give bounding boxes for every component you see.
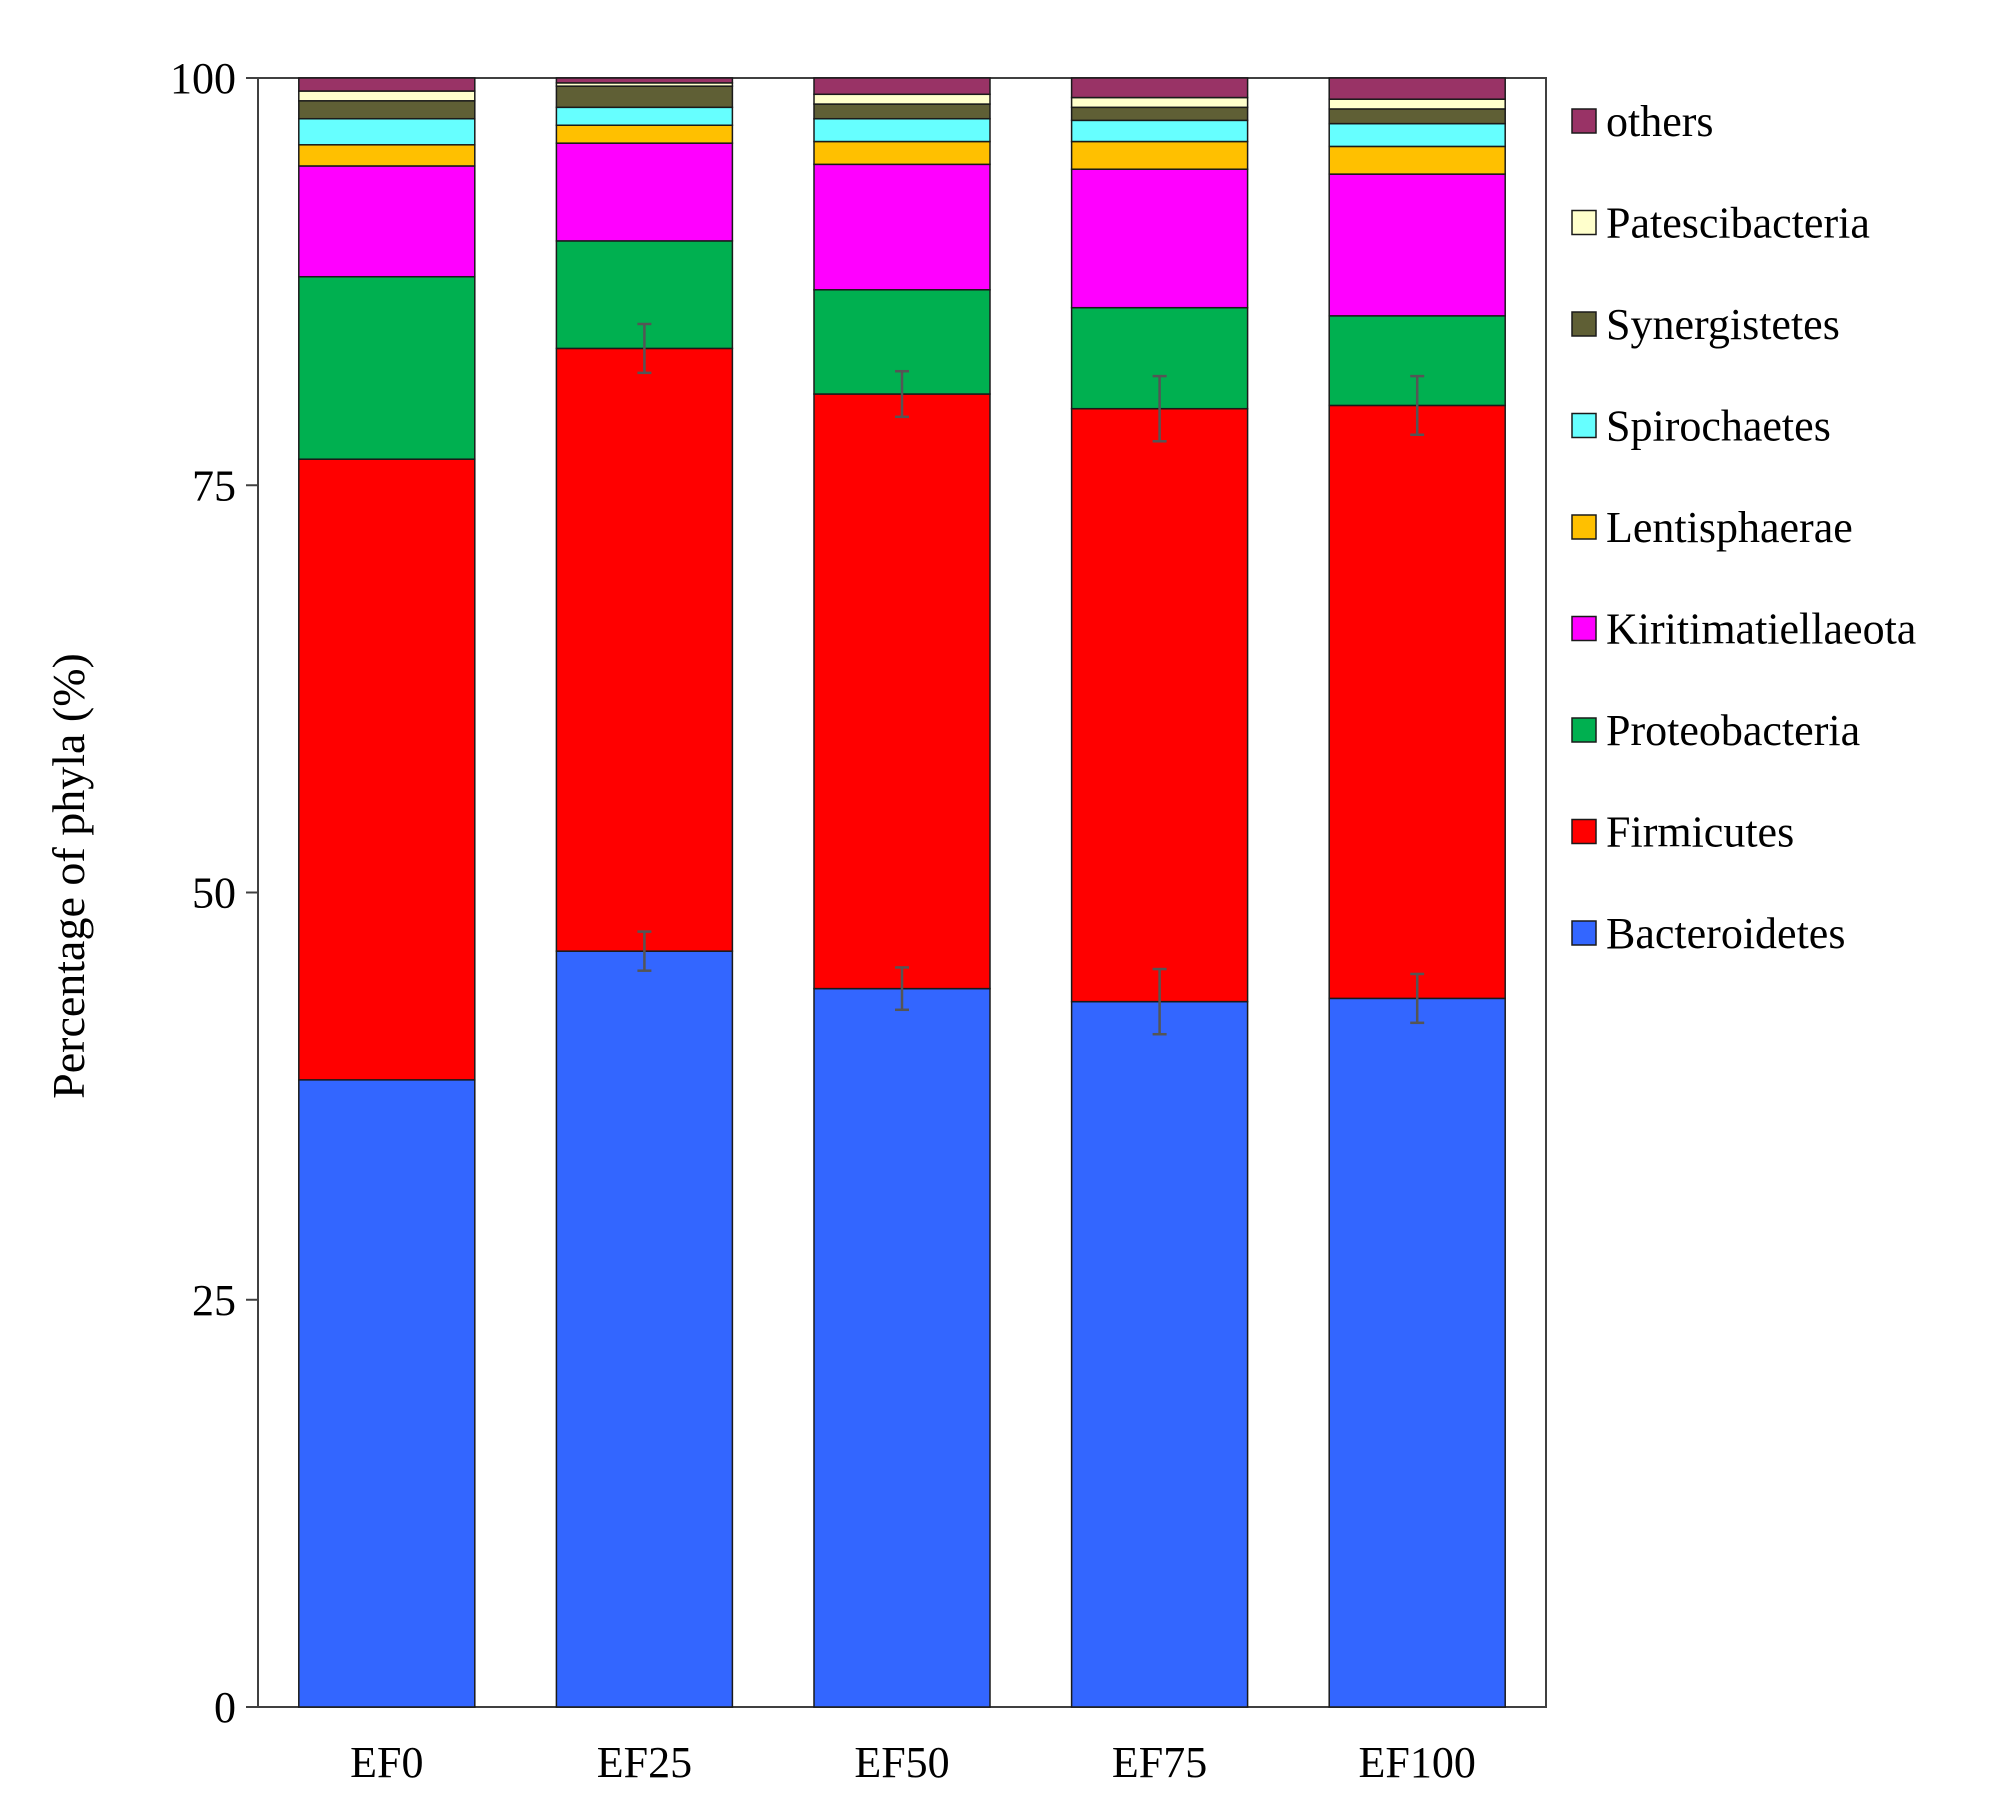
bar-segment-patescibacteria-ef100 xyxy=(1328,98,1506,110)
error-bar-firmicutes-ef100 xyxy=(1410,374,1425,437)
bar-segment-kiritimatiellaeota-ef75 xyxy=(1070,168,1249,309)
legend-swatch-synergistetes xyxy=(1571,311,1597,337)
x-tick-label-ef25: EF25 xyxy=(597,1738,692,1787)
bar-segment-lentisphaerae-ef0 xyxy=(298,144,476,167)
legend-swatch-spirochaetes xyxy=(1571,412,1597,439)
bar-segment-firmicutes-ef100 xyxy=(1328,404,1506,1000)
y-tick-label-25: 25 xyxy=(192,1276,236,1325)
bar-segment-others-ef0 xyxy=(298,77,476,92)
legend-label-bacteroidetes: Bacteroidetes xyxy=(1606,909,1845,958)
bar-segment-others-ef75 xyxy=(1070,77,1249,99)
legend-label-others: others xyxy=(1606,97,1714,146)
bar-segment-firmicutes-ef75 xyxy=(1070,407,1249,1003)
legend-swatch-lentisphaerae xyxy=(1571,514,1597,540)
bar-segment-others-ef50 xyxy=(813,77,991,96)
legend-label-proteobacteria: Proteobacteria xyxy=(1606,706,1860,755)
error-bar-firmicutes-ef75 xyxy=(1152,374,1167,443)
y-tick-label-50: 50 xyxy=(192,869,236,918)
y-axis-title: Percentage of phyla (%) xyxy=(43,653,94,1099)
bar-segment-lentisphaerae-ef100 xyxy=(1328,145,1506,175)
legend-entry-lentisphaerae: Lentisphaerae xyxy=(1571,503,1853,552)
bar-segment-spirochaetes-ef50 xyxy=(813,117,991,143)
legend-entry-others: others xyxy=(1571,97,1714,146)
bar-segment-others-ef25 xyxy=(555,77,734,84)
y-tick-label-75: 75 xyxy=(192,461,236,510)
error-bar-firmicutes-ef50 xyxy=(895,369,909,419)
bar-segment-firmicutes-ef50 xyxy=(813,393,991,990)
x-tick-label-ef50: EF50 xyxy=(854,1738,949,1787)
bar-segment-kiritimatiellaeota-ef0 xyxy=(298,165,476,278)
bar-segment-spirochaetes-ef75 xyxy=(1070,119,1249,143)
legend-entry-bacteroidetes: Bacteroidetes xyxy=(1571,909,1845,958)
bar-segment-firmicutes-ef0 xyxy=(298,458,476,1081)
bar-segment-spirochaetes-ef25 xyxy=(555,106,734,126)
bar-segment-patescibacteria-ef0 xyxy=(298,90,476,102)
error-bar-bacteroidetes-ef75 xyxy=(1152,967,1167,1036)
legend-label-spirochaetes: Spirochaetes xyxy=(1606,402,1831,451)
bar-segment-synergistetes-ef50 xyxy=(813,103,991,120)
error-bar-bacteroidetes-ef100 xyxy=(1410,972,1425,1025)
legend-entry-spirochaetes: Spirochaetes xyxy=(1571,402,1831,451)
legend-label-lentisphaerae: Lentisphaerae xyxy=(1606,503,1853,552)
error-bar-bacteroidetes-ef25 xyxy=(637,930,652,972)
bar-segment-synergistetes-ef25 xyxy=(555,85,734,109)
bar-segment-bacteroidetes-ef25 xyxy=(555,950,734,1708)
bar-segment-synergistetes-ef75 xyxy=(1070,106,1249,122)
x-tick-label-ef75: EF75 xyxy=(1112,1738,1207,1787)
bar-segment-patescibacteria-ef75 xyxy=(1070,96,1249,109)
legend: others Patescibacteria Synergistetes Spiroc… xyxy=(1571,97,1916,958)
legend-entry-synergistetes: Synergistetes xyxy=(1571,300,1840,349)
bar-segment-bacteroidetes-ef75 xyxy=(1070,1000,1249,1708)
legend-swatch-bacteroidetes xyxy=(1571,920,1597,946)
bar-segment-kiritimatiellaeota-ef100 xyxy=(1328,173,1506,317)
bar-segment-lentisphaerae-ef75 xyxy=(1070,140,1249,170)
legend-swatch-kiritimatiellaeota xyxy=(1571,615,1597,642)
bar-segment-firmicutes-ef25 xyxy=(555,347,734,952)
error-bar-firmicutes-ef25 xyxy=(637,322,652,375)
bar-segment-lentisphaerae-ef50 xyxy=(813,140,991,166)
legend-label-kiritimatiellaeota: Kiritimatiellaeota xyxy=(1606,605,1916,654)
legend-swatch-others xyxy=(1571,108,1597,134)
bar-segment-bacteroidetes-ef100 xyxy=(1328,997,1506,1708)
legend-entry-patescibacteria: Patescibacteria xyxy=(1571,199,1870,248)
y-tick-label-0: 0 xyxy=(214,1683,236,1732)
bar-segment-synergistetes-ef0 xyxy=(298,100,476,120)
bar-segment-proteobacteria-ef75 xyxy=(1070,306,1249,410)
legend-swatch-proteobacteria xyxy=(1571,717,1597,743)
bar-segment-others-ef100 xyxy=(1328,77,1506,100)
legend-entry-kiritimatiellaeota: Kiritimatiellaeota xyxy=(1571,605,1916,654)
legend-swatch-firmicutes xyxy=(1571,818,1597,845)
bar-segment-bacteroidetes-ef50 xyxy=(813,987,991,1708)
error-bar-bacteroidetes-ef50 xyxy=(895,966,909,1012)
legend-label-synergistetes: Synergistetes xyxy=(1606,300,1840,349)
x-tick-label-ef100: EF100 xyxy=(1359,1738,1476,1787)
legend-label-patescibacteria: Patescibacteria xyxy=(1606,199,1870,248)
axes-group: 0 25 50 75 100 EF0 EF25 EF50 EF75 EF100 xyxy=(170,54,1476,1787)
error-bars-group xyxy=(637,322,1425,1036)
bar-segment-patescibacteria-ef50 xyxy=(813,93,991,105)
bar-segment-kiritimatiellaeota-ef50 xyxy=(813,163,991,291)
legend-swatch-patescibacteria xyxy=(1571,209,1597,236)
bar-segment-kiritimatiellaeota-ef25 xyxy=(555,142,734,242)
bar-segment-proteobacteria-ef0 xyxy=(298,275,476,460)
bar-segment-synergistetes-ef100 xyxy=(1328,108,1506,125)
bar-segment-lentisphaerae-ef25 xyxy=(555,124,734,144)
legend-label-firmicutes: Firmicutes xyxy=(1606,808,1794,857)
x-tick-label-ef0: EF0 xyxy=(350,1738,423,1787)
bar-segment-bacteroidetes-ef0 xyxy=(298,1079,476,1708)
legend-entry-firmicutes: Firmicutes xyxy=(1571,808,1794,857)
bar-segment-spirochaetes-ef0 xyxy=(298,117,476,146)
y-tick-label-100: 100 xyxy=(170,54,236,103)
bar-segment-spirochaetes-ef100 xyxy=(1328,122,1506,148)
legend-entry-proteobacteria: Proteobacteria xyxy=(1571,706,1860,755)
